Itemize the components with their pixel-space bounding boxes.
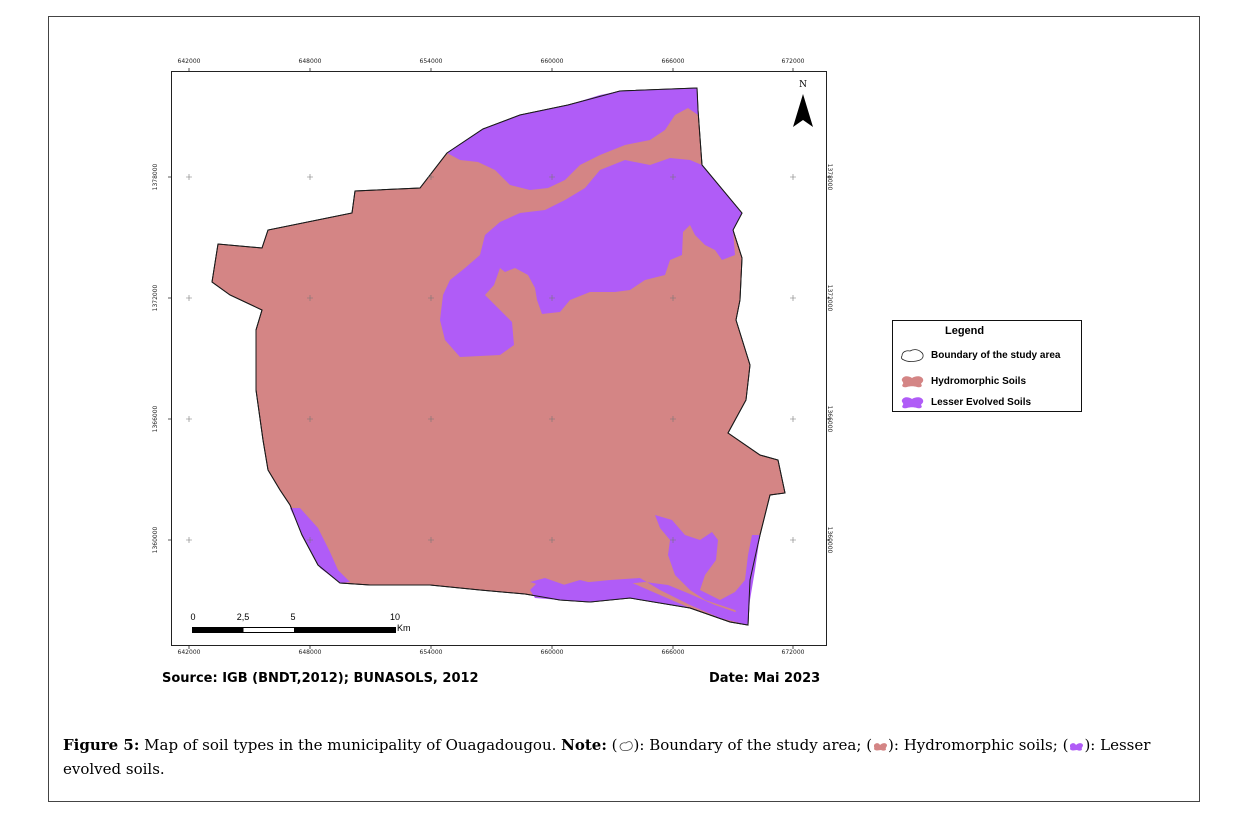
x-tick-top: 666000 bbox=[661, 58, 685, 65]
x-tick-bottom: 642000 bbox=[177, 649, 201, 656]
date-text: Date: Mai 2023 bbox=[709, 671, 821, 686]
x-tick-top: 642000 bbox=[177, 58, 201, 65]
figure-label: Figure 5: bbox=[63, 736, 140, 754]
graticule-crosses bbox=[186, 174, 796, 543]
scale-label: 5 bbox=[290, 612, 296, 622]
scale-label: 0 bbox=[190, 612, 196, 622]
scale-label: 2,5 bbox=[236, 612, 250, 622]
x-tick-bottom: 666000 bbox=[661, 649, 685, 656]
source-text: Source: IGB (BNDT,2012); BUNASOLS, 2012 bbox=[162, 671, 479, 686]
figure-frame bbox=[48, 16, 1200, 802]
note-label: Note: bbox=[561, 736, 607, 754]
legend-item-hydromorphic: Hydromorphic Soils bbox=[899, 373, 1026, 389]
lesser-evolved-soils-area bbox=[530, 515, 760, 625]
lesser-evolved-soils-area bbox=[440, 158, 742, 357]
north-arrow-icon bbox=[793, 94, 813, 127]
hydromorphic-swatch-icon bbox=[874, 743, 888, 751]
caption-part: ): Boundary of the study area; ( bbox=[633, 736, 873, 754]
figure-text: Map of soil types in the municipality of… bbox=[139, 736, 562, 754]
x-tick-top: 672000 bbox=[781, 58, 805, 65]
lesser-evolved-soils-area bbox=[290, 508, 350, 583]
caption-part: ): Lesser evolved soils. bbox=[63, 736, 1151, 778]
scale-bar-graphic bbox=[192, 627, 396, 633]
boundary-outline-icon bbox=[901, 349, 924, 362]
legend-item-lesser-evolved: Lesser Evolved Soils bbox=[899, 394, 1031, 410]
legend-item-boundary: Boundary of the study area bbox=[899, 347, 1060, 363]
north-label: N bbox=[799, 80, 807, 90]
x-tick-top: 660000 bbox=[540, 58, 564, 65]
x-tick-bottom: 660000 bbox=[540, 649, 564, 656]
legend-label: Boundary of the study area bbox=[931, 349, 1061, 361]
lesser-evolved-soils-area bbox=[447, 88, 698, 190]
frame-ticks bbox=[168, 68, 830, 649]
caption-part: ( bbox=[606, 736, 618, 754]
x-tick-bottom: 672000 bbox=[781, 649, 805, 656]
x-tick-bottom: 654000 bbox=[419, 649, 443, 656]
lesser-evolved-swatch-icon bbox=[901, 397, 924, 409]
caption-part: ): Hydromorphic soils; ( bbox=[888, 736, 1069, 754]
legend: Legend Boundary of the study area Hydrom… bbox=[892, 320, 1082, 412]
boundary-outline-icon bbox=[619, 741, 633, 752]
scale-label: 10 bbox=[389, 612, 401, 622]
legend-label: Hydromorphic Soils bbox=[931, 375, 1027, 387]
hydromorphic-swatch-icon bbox=[901, 376, 924, 388]
north-arrow: N bbox=[790, 80, 816, 130]
scale-bar: 0 2,5 5 10 Km bbox=[190, 612, 420, 640]
x-tick-top: 654000 bbox=[419, 58, 443, 65]
lesser-evolved-swatch-icon bbox=[1070, 743, 1084, 751]
figure-caption: Figure 5: Map of soil types in the munic… bbox=[63, 733, 1191, 781]
legend-label: Lesser Evolved Soils bbox=[931, 396, 1032, 408]
scale-unit: Km bbox=[397, 623, 411, 633]
lesser-evolved-soils-area bbox=[530, 578, 748, 625]
legend-title: Legend bbox=[945, 325, 985, 337]
x-tick-top: 648000 bbox=[298, 58, 322, 65]
study-area-boundary bbox=[211, 87, 786, 626]
x-tick-bottom: 648000 bbox=[298, 649, 322, 656]
